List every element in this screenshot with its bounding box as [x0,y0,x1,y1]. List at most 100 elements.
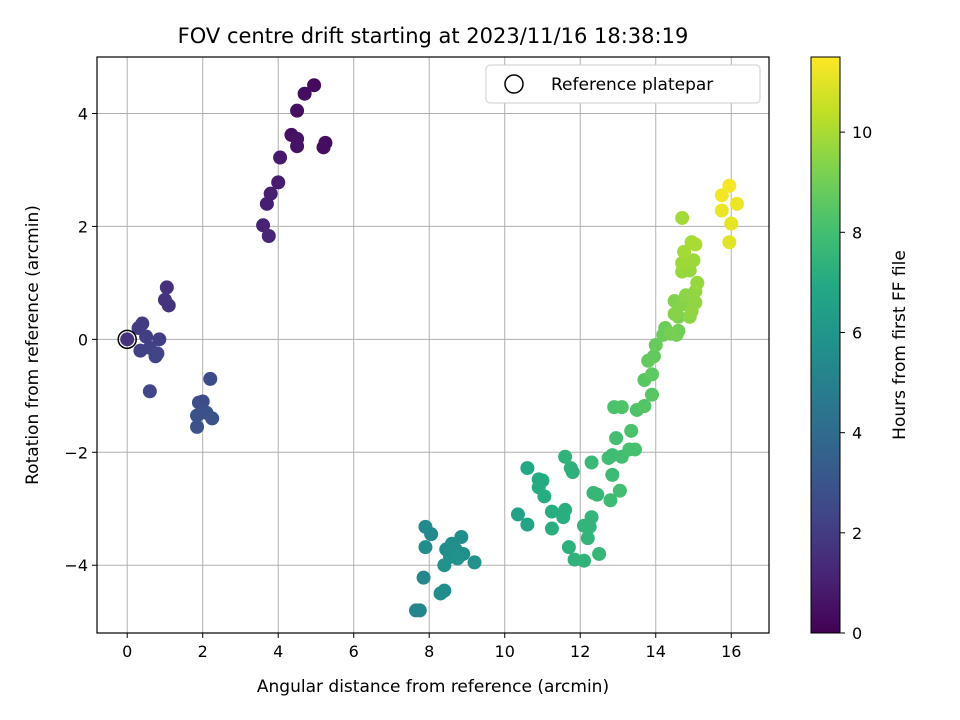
data-point [150,346,165,361]
x-tick-label: 10 [495,642,515,661]
colorbar-tick-label: 8 [852,223,862,242]
data-point [729,196,744,211]
data-point [510,507,525,522]
data-point [624,423,639,438]
colorbar-tick-label: 6 [852,323,862,342]
plot-frame [96,56,770,634]
data-point [648,338,663,352]
y-axis-label: Rotation from reference (arcmin) [23,205,43,485]
data-point [722,178,737,193]
data-point [467,555,482,570]
data-point [722,235,737,250]
colorbar-tick-label: 2 [852,524,862,543]
grid-lines [97,57,769,633]
reference-point-ring [117,329,137,350]
y-axis-ticks: −4 −2 0 2 4 [64,104,97,575]
colorbar-tick-label: 10 [852,123,872,142]
colorbar-ticks: 0 2 4 6 8 10 [840,123,872,643]
data-point [603,493,618,508]
data-point [686,253,701,268]
data-point [544,504,559,519]
data-point [688,295,703,310]
legend: Reference platepar [485,64,761,104]
x-tick-label: 0 [122,642,132,661]
x-tick-label: 4 [273,642,283,661]
data-point [565,465,580,480]
y-tick-label: 0 [78,330,88,349]
y-tick-label: 4 [78,104,88,123]
data-point [205,411,220,426]
data-point [256,218,271,233]
data-point [646,349,661,364]
data-point [139,329,154,344]
data-point [561,540,576,555]
reference-point-fill [120,332,135,347]
data-point [714,188,729,203]
data-point [418,540,433,555]
data-point [537,489,552,504]
data-point [690,275,705,290]
data-point [273,150,288,165]
data-point [688,237,703,252]
data-point [424,527,439,542]
x-axis-ticks: 0 2 4 6 8 10 12 14 16 [122,633,741,661]
colorbar-tick-label: 0 [852,624,862,643]
data-point [297,86,312,101]
data-point [614,400,629,415]
data-point [190,419,205,434]
data-point [627,442,642,457]
data-point [520,461,535,476]
x-tick-label: 6 [349,642,359,661]
data-point [159,280,174,295]
data-point [584,455,599,470]
legend-marker [504,74,524,94]
data-point [609,431,624,446]
data-point [450,551,465,566]
data-point [259,196,274,211]
data-point [290,139,305,154]
colorbar-tick-label: 4 [852,424,862,443]
colorbar-label: Hours from first FF file [890,250,910,440]
data-point [582,519,597,534]
data-point [605,467,620,482]
data-points [131,78,744,618]
chart-title: FOV centre drift starting at 2023/11/16 … [178,24,689,48]
data-point [590,487,605,502]
data-point [663,326,678,341]
data-point [612,483,627,498]
data-point [271,175,286,190]
data-point [558,449,573,464]
data-point [544,521,559,536]
y-tick-label: −4 [64,556,88,575]
data-point [161,298,176,313]
data-point [433,586,448,601]
legend-box [485,64,761,104]
data-point [556,510,571,525]
data-point [675,256,690,271]
data-point [191,395,206,410]
data-point [592,546,607,561]
data-point [261,229,276,244]
data-point [724,216,739,231]
data-point [290,103,305,118]
y-tick-label: 2 [78,217,88,236]
reference-marker [117,329,137,350]
data-point [142,384,157,399]
x-tick-label: 14 [646,642,666,661]
data-point [152,332,167,347]
data-point [644,387,659,402]
data-point [416,570,431,585]
y-tick-label: −2 [64,443,88,462]
data-point [667,306,682,321]
data-point [412,603,427,618]
data-point [675,210,690,225]
data-point [520,517,535,532]
data-point [316,140,331,155]
legend-label: Reference platepar [551,75,713,95]
colorbar [810,56,841,634]
x-tick-label: 2 [198,642,208,661]
x-tick-label: 16 [721,642,741,661]
data-point [714,203,729,218]
data-point [577,553,592,568]
